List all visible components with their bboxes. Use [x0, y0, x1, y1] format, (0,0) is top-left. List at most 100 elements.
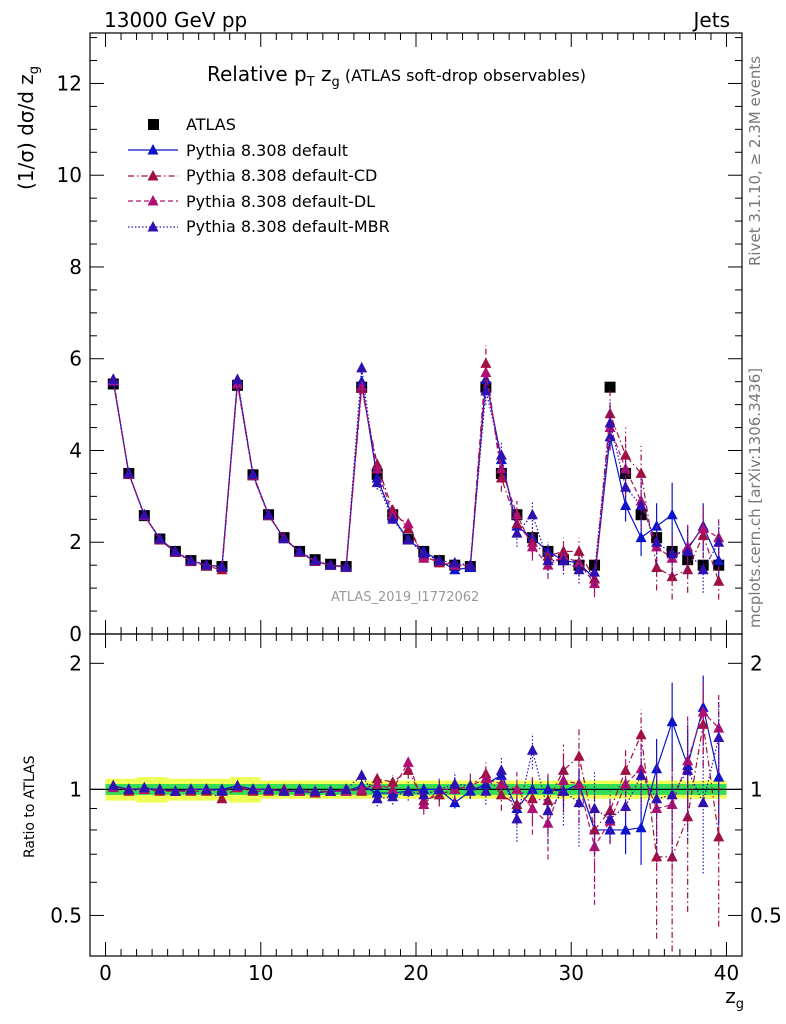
ratio-data-point — [604, 812, 616, 824]
mc-data-point — [356, 361, 368, 373]
mc-data-point — [340, 560, 352, 572]
ratio-data-point — [387, 783, 399, 794]
mc-data-point — [371, 476, 383, 488]
ratio-data-point — [356, 783, 368, 794]
mc-data-point — [682, 545, 694, 556]
mc-data-point — [495, 449, 507, 460]
legend-label: Pythia 8.308 default-DL — [186, 191, 376, 211]
legend: ATLAS Pythia 8.308 default Pythia 8.308 de… — [128, 112, 390, 240]
ratio-y-tick-label-right: 1 — [750, 777, 763, 801]
mc-data-point — [294, 545, 306, 556]
mc-data-point — [697, 563, 709, 575]
main-y-tick-label: 8 — [69, 255, 82, 279]
legend-item: ATLAS — [128, 112, 390, 138]
ratio-data-point — [713, 830, 725, 842]
ratio-data-point — [480, 772, 492, 784]
mc-data-point — [666, 508, 678, 520]
mc-data-point — [247, 468, 259, 479]
legend-swatch — [128, 195, 178, 206]
ratio-data-point — [666, 798, 678, 810]
ratio-data-point — [216, 792, 228, 804]
ratio-data-point — [666, 788, 678, 800]
legend-swatch — [128, 220, 178, 232]
ratio-data-point — [635, 728, 647, 740]
mc-data-point — [263, 508, 275, 520]
mc-series-line — [112, 379, 720, 581]
ratio-data-point — [402, 756, 414, 767]
ratio-data-point — [651, 792, 663, 804]
legend-label: Pythia 8.308 default-MBR — [186, 217, 390, 237]
ratio-data-point — [511, 783, 523, 794]
main-y-tick-label: 12 — [57, 71, 82, 95]
mc-data-point — [635, 531, 647, 543]
ratio-data-point — [371, 777, 383, 789]
ratio-data-point — [340, 783, 352, 794]
mc-data-point — [480, 384, 492, 396]
mc-data-point — [200, 559, 212, 570]
side-mcplots-text: mcplots.cern.ch [arXiv:1306.3436] — [746, 367, 764, 628]
legend-item: Pythia 8.308 default-DL — [128, 189, 390, 215]
ratio-data-point — [682, 754, 694, 766]
ratio-data-point — [526, 783, 538, 794]
ratio-data-point — [294, 783, 306, 794]
ratio-data-point — [309, 785, 321, 796]
mc-data-point — [433, 554, 445, 566]
ratio-data-point — [557, 785, 569, 796]
mc-data-point — [402, 517, 414, 529]
legend-marker — [147, 169, 159, 181]
ratio-data-point — [371, 792, 383, 804]
ratio-y-axis-label: Ratio to ATLAS — [22, 755, 38, 858]
ratio-data-point — [697, 796, 709, 808]
mc-data-point — [107, 373, 119, 384]
ratio-data-point — [635, 821, 647, 833]
main-y-tick-label: 0 — [69, 622, 82, 646]
side-rivet-text: Rivet 3.1.10, ≥ 2.3M events — [746, 55, 764, 266]
mc-data-point — [154, 533, 166, 544]
watermark-analysis: ATLAS_2019_I1772062 — [331, 590, 480, 605]
mc-data-point — [604, 416, 616, 428]
mc-data-point — [526, 540, 538, 552]
main-y-tick-label: 4 — [69, 438, 82, 462]
ratio-data-point — [387, 790, 399, 802]
mc-data-point — [589, 566, 601, 577]
main-y-tick-label: 2 — [69, 530, 82, 554]
mc-data-point — [309, 554, 321, 566]
x-tick-label: 30 — [559, 961, 584, 985]
mc-data-point — [666, 547, 678, 559]
x-tick-label: 40 — [714, 961, 739, 985]
mc-data-point — [635, 467, 647, 478]
ratio-data-point — [418, 788, 430, 800]
mc-series-line — [112, 372, 720, 586]
ratio-data-point — [526, 744, 538, 755]
xlabel-sub: g — [735, 997, 744, 1012]
mc-data-point — [573, 563, 585, 575]
legend-label: ATLAS — [186, 115, 236, 135]
mc-data-point — [589, 577, 601, 589]
mc-data-point — [635, 499, 647, 511]
title-sub-g: g — [331, 75, 340, 90]
mc-data-point — [542, 554, 554, 566]
chart-title: Relative pT zg (ATLAS soft-drop observab… — [207, 62, 586, 90]
mc-data-point — [231, 373, 243, 384]
ratio-y-tick-label: 1 — [69, 777, 82, 801]
mc-data-point — [402, 533, 414, 545]
ratio-data-point — [620, 800, 632, 812]
mc-data-point — [557, 554, 569, 566]
ratio-data-point — [542, 804, 554, 816]
mc-data-point — [480, 366, 492, 377]
legend-marker — [147, 144, 159, 155]
legend-item: Pythia 8.308 default — [128, 138, 390, 164]
ratio-data-point — [263, 783, 275, 794]
x-tick-label: 10 — [248, 961, 273, 985]
atlas-data-point — [604, 381, 616, 393]
x-tick-label: 0 — [99, 961, 112, 985]
main-y-tick-label: 10 — [57, 163, 82, 187]
mc-data-point — [371, 462, 383, 474]
ratio-y-tick-label-right: 2 — [750, 651, 763, 675]
legend-label: Pythia 8.308 default — [186, 140, 349, 160]
legend-marker — [147, 220, 159, 232]
title-rest: (ATLAS soft-drop observables) — [339, 66, 587, 85]
ratio-data-point — [356, 769, 368, 780]
ratio-data-point — [216, 785, 228, 796]
ratio-data-point — [154, 783, 166, 794]
